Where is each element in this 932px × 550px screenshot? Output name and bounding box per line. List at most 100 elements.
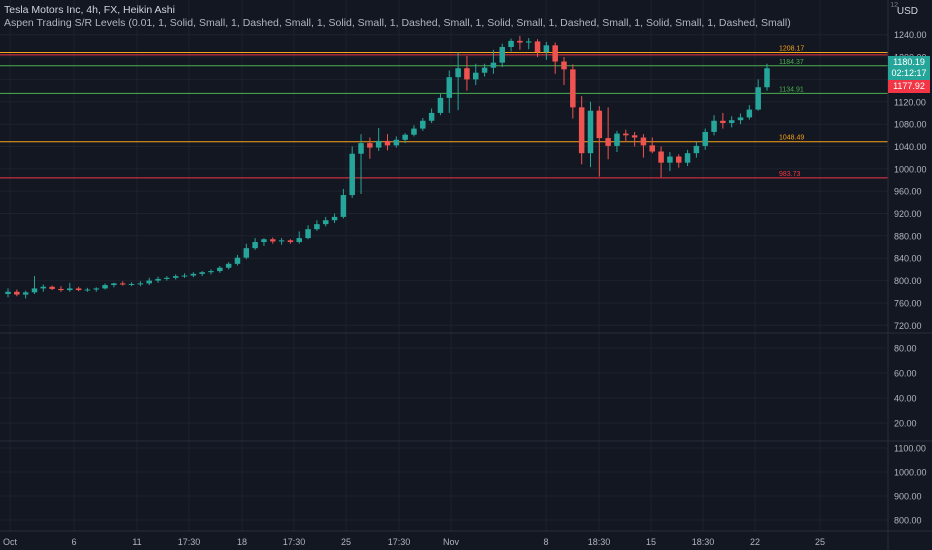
price-tick-label: 1120.00 <box>894 97 926 107</box>
pane2-tick-label: 40.00 <box>894 394 917 404</box>
candle-body <box>375 140 382 148</box>
candle-body <box>278 240 285 242</box>
time-tick-label: 15 <box>646 537 656 547</box>
candle-body <box>349 153 355 196</box>
candle <box>49 285 55 291</box>
candle-body <box>5 291 11 294</box>
candles[interactable] <box>5 35 770 299</box>
sr-level-label: 1208.17 <box>779 45 804 52</box>
indicator-title[interactable]: Aspen Trading S/R Levels (0.01, 1, Solid… <box>4 17 791 29</box>
sr-level-label: 1184.37 <box>779 59 804 66</box>
candle-body <box>605 138 611 146</box>
candle <box>287 239 294 244</box>
candle <box>261 238 267 246</box>
candle-body <box>181 275 188 277</box>
candle <box>384 134 391 151</box>
candle <box>543 41 550 60</box>
candle <box>5 288 11 298</box>
time-tick-label: 22 <box>750 537 760 547</box>
candle-body <box>570 69 576 108</box>
candle <box>67 282 73 292</box>
price-tick-label: 1240.00 <box>894 30 927 40</box>
time-tick-label: Nov <box>443 537 460 547</box>
level-price-tag: 1177.92 <box>888 80 930 94</box>
candle <box>525 38 532 50</box>
candle-body <box>40 286 47 289</box>
time-tick-label: 8 <box>543 537 548 547</box>
candle <box>675 154 682 168</box>
candle-body <box>543 45 550 53</box>
sr-levels: 1208.17 1184.37 1134.91 1048.49 983.73 <box>0 45 888 179</box>
time-tick-label: 17:30 <box>388 537 411 547</box>
candle-body <box>490 62 497 68</box>
candle <box>102 283 108 290</box>
symbol-title[interactable]: Tesla Motors Inc, 4h, FX, Heikin Ashi <box>4 4 175 16</box>
candle-body <box>287 240 294 243</box>
candle-body <box>208 271 214 273</box>
currency-label[interactable]: USD <box>896 6 918 17</box>
lower-panes: 80.00 60.00 40.00 20.00 1100.00 1000.00 900.00… <box>0 344 927 526</box>
candle-body <box>464 68 470 80</box>
candle-body <box>296 238 302 243</box>
candle-body <box>411 128 417 135</box>
candle-body <box>640 137 647 146</box>
candle-body <box>243 248 250 258</box>
candle-body <box>234 257 241 264</box>
candle <box>128 282 135 287</box>
candle <box>464 55 470 91</box>
candle <box>728 116 735 128</box>
candle-body <box>155 278 161 281</box>
sr-level-label: 1134.91 <box>779 86 804 93</box>
candle-body <box>393 139 400 146</box>
pane3-tick-label: 1000.00 <box>894 468 927 478</box>
candle <box>614 130 620 153</box>
candle <box>446 70 453 113</box>
candle <box>367 137 373 159</box>
candle-body <box>102 285 108 289</box>
candle <box>58 286 64 292</box>
pane3-tick-label: 1100.00 <box>894 444 926 454</box>
price-axis[interactable]: 1240.001200.001160.001120.001080.001040.… <box>887 0 927 550</box>
candle-body <box>190 273 197 276</box>
candle-body <box>428 112 435 121</box>
candle-body <box>14 291 20 295</box>
price-tick-label: 1040.00 <box>894 142 927 152</box>
candle <box>314 220 320 231</box>
time-axis[interactable]: Oct 6 11 17:30 18 17:30 25 17:30 Nov 8 18:30 15 18:3… <box>0 530 932 547</box>
pane2-tick-label: 80.00 <box>894 344 917 354</box>
candle <box>14 289 20 297</box>
candle <box>296 231 302 244</box>
candle-body <box>746 109 753 118</box>
candle-body <box>420 120 426 129</box>
price-tick-label: 840.00 <box>894 254 922 264</box>
candle-body <box>596 110 603 139</box>
candle <box>755 79 761 111</box>
candle <box>570 64 576 119</box>
candle <box>181 273 188 278</box>
candle <box>596 106 603 177</box>
pane2-tick-label: 60.00 <box>894 369 917 379</box>
candle <box>437 93 444 116</box>
candle <box>84 287 91 292</box>
candle <box>243 243 250 260</box>
last-price-tag: 1180.19 02:12:17 <box>888 56 930 81</box>
candle-body <box>217 267 223 272</box>
candle-body <box>499 47 505 63</box>
currency-badge: 12 <box>890 2 898 9</box>
candle-body <box>534 41 541 53</box>
candle <box>490 49 497 74</box>
time-tick-label: 11 <box>132 537 141 547</box>
candle <box>146 277 152 286</box>
candle <box>225 262 232 270</box>
candle-body <box>225 263 232 268</box>
candle <box>561 57 567 85</box>
candle <box>667 152 673 172</box>
candle <box>305 225 311 240</box>
pane3-tick-label: 900.00 <box>894 492 922 502</box>
candle-body <box>702 131 708 146</box>
candle <box>649 137 656 154</box>
candle <box>31 276 38 294</box>
candle <box>720 112 726 129</box>
candle <box>217 266 223 273</box>
